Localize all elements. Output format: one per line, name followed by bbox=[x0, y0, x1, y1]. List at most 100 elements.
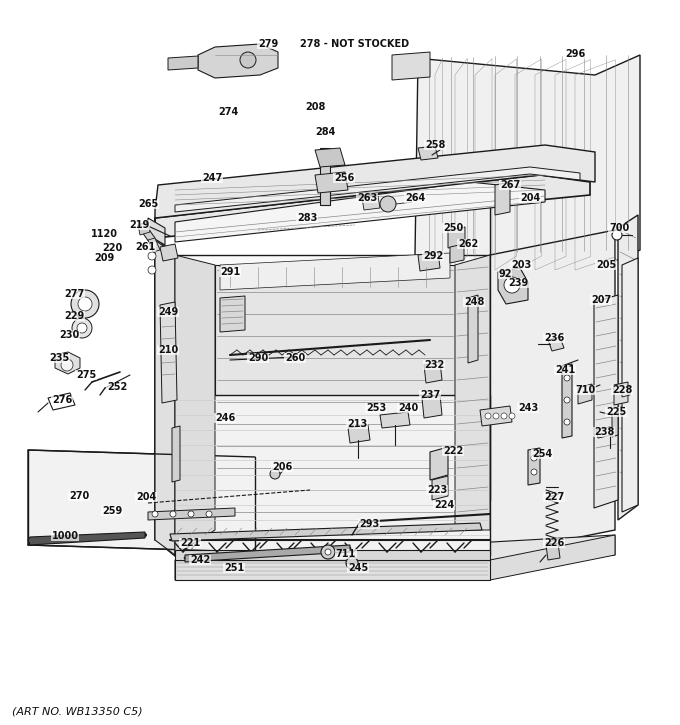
Text: 291: 291 bbox=[220, 267, 240, 277]
Circle shape bbox=[346, 557, 358, 569]
Circle shape bbox=[564, 397, 570, 403]
Text: 208: 208 bbox=[305, 102, 325, 112]
Text: 207: 207 bbox=[591, 295, 611, 305]
Polygon shape bbox=[315, 172, 348, 193]
Text: 252: 252 bbox=[107, 382, 127, 392]
Polygon shape bbox=[220, 296, 245, 332]
Text: 296: 296 bbox=[565, 49, 585, 59]
Text: 275: 275 bbox=[76, 370, 96, 380]
Text: 247: 247 bbox=[202, 173, 222, 183]
Polygon shape bbox=[148, 508, 235, 520]
Polygon shape bbox=[432, 476, 448, 500]
Text: 204: 204 bbox=[520, 193, 540, 203]
Text: 265: 265 bbox=[138, 199, 158, 209]
Polygon shape bbox=[495, 182, 510, 215]
Text: 277: 277 bbox=[64, 289, 84, 299]
Circle shape bbox=[564, 419, 570, 425]
Circle shape bbox=[380, 196, 396, 212]
Polygon shape bbox=[155, 145, 595, 218]
Polygon shape bbox=[622, 258, 638, 512]
Text: 227: 227 bbox=[544, 492, 564, 502]
Polygon shape bbox=[546, 543, 560, 560]
Text: 270: 270 bbox=[69, 491, 89, 501]
Text: 230: 230 bbox=[59, 330, 79, 340]
Polygon shape bbox=[198, 44, 278, 78]
Polygon shape bbox=[392, 52, 430, 80]
Polygon shape bbox=[490, 230, 615, 555]
Circle shape bbox=[78, 297, 92, 311]
Circle shape bbox=[504, 277, 520, 293]
Text: 240: 240 bbox=[398, 403, 418, 413]
Text: 232: 232 bbox=[424, 360, 444, 370]
Polygon shape bbox=[348, 425, 370, 443]
Polygon shape bbox=[175, 255, 215, 555]
Polygon shape bbox=[160, 302, 177, 403]
Text: 274: 274 bbox=[218, 107, 238, 117]
Polygon shape bbox=[424, 362, 442, 383]
Polygon shape bbox=[148, 238, 160, 252]
Text: 276: 276 bbox=[52, 395, 72, 405]
Text: 243: 243 bbox=[518, 403, 538, 413]
Text: 261: 261 bbox=[135, 242, 155, 252]
Polygon shape bbox=[142, 228, 155, 242]
Text: 219: 219 bbox=[129, 220, 149, 230]
Polygon shape bbox=[155, 175, 590, 238]
Circle shape bbox=[321, 545, 335, 559]
Text: 250: 250 bbox=[443, 223, 463, 233]
Text: 258: 258 bbox=[425, 140, 445, 150]
Text: 241: 241 bbox=[555, 365, 575, 375]
Text: 710: 710 bbox=[575, 385, 595, 395]
Polygon shape bbox=[418, 146, 438, 160]
Text: 220: 220 bbox=[102, 243, 122, 253]
Polygon shape bbox=[220, 253, 450, 290]
Polygon shape bbox=[138, 222, 150, 235]
Circle shape bbox=[152, 511, 158, 517]
Polygon shape bbox=[618, 215, 638, 520]
Circle shape bbox=[72, 318, 92, 338]
Text: 248: 248 bbox=[464, 297, 484, 307]
Polygon shape bbox=[175, 167, 580, 212]
Polygon shape bbox=[175, 535, 615, 580]
Circle shape bbox=[148, 252, 156, 260]
Polygon shape bbox=[168, 56, 198, 70]
Text: 242: 242 bbox=[190, 555, 210, 565]
Polygon shape bbox=[448, 227, 465, 248]
Polygon shape bbox=[594, 295, 618, 508]
Text: 264: 264 bbox=[405, 193, 425, 203]
Text: 213: 213 bbox=[347, 419, 367, 429]
Polygon shape bbox=[175, 395, 490, 555]
Text: 1000: 1000 bbox=[52, 531, 78, 541]
Circle shape bbox=[61, 359, 73, 371]
Polygon shape bbox=[28, 532, 145, 545]
Text: 221: 221 bbox=[180, 538, 200, 548]
Text: 1120: 1120 bbox=[90, 229, 118, 239]
Text: 256: 256 bbox=[334, 173, 354, 183]
Polygon shape bbox=[480, 406, 512, 426]
Polygon shape bbox=[578, 384, 592, 404]
Polygon shape bbox=[430, 447, 448, 480]
Text: 254: 254 bbox=[532, 449, 552, 459]
Polygon shape bbox=[175, 182, 545, 242]
Polygon shape bbox=[548, 337, 564, 351]
Text: 209: 209 bbox=[94, 253, 114, 263]
Circle shape bbox=[240, 52, 256, 68]
Polygon shape bbox=[450, 244, 464, 263]
Text: 228: 228 bbox=[612, 385, 632, 395]
Circle shape bbox=[77, 323, 87, 333]
Text: (ART NO. WB13350 C5): (ART NO. WB13350 C5) bbox=[12, 707, 143, 717]
Text: 279: 279 bbox=[258, 39, 278, 49]
Polygon shape bbox=[148, 218, 165, 245]
Circle shape bbox=[564, 375, 570, 381]
Text: 222: 222 bbox=[443, 446, 463, 456]
Polygon shape bbox=[498, 268, 528, 304]
Circle shape bbox=[501, 413, 507, 419]
Circle shape bbox=[485, 413, 491, 419]
Text: 238: 238 bbox=[594, 427, 614, 437]
Polygon shape bbox=[215, 265, 455, 530]
Polygon shape bbox=[562, 364, 572, 438]
Text: 225: 225 bbox=[606, 407, 626, 417]
Text: 278 - NOT STOCKED: 278 - NOT STOCKED bbox=[301, 39, 409, 49]
Circle shape bbox=[270, 469, 280, 479]
Text: 236: 236 bbox=[544, 333, 564, 343]
Text: 267: 267 bbox=[500, 180, 520, 190]
